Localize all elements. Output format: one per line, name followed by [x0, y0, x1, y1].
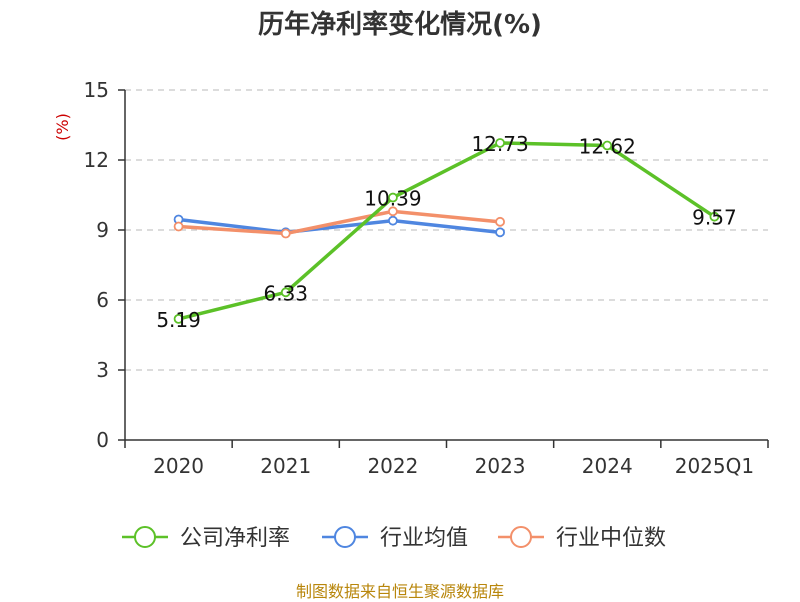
legend-item-2[interactable]: 行业中位数	[498, 526, 666, 551]
grid-lines	[125, 89, 768, 371]
source-note: 制图数据来自恒生聚源数据库	[295, 582, 504, 601]
y-tick-label: 15	[84, 78, 109, 102]
y-tick-label: 9	[96, 218, 109, 242]
x-tick-label: 2024	[582, 454, 633, 478]
y-axis-label: (%)	[53, 113, 72, 141]
x-tick-label: 2022	[367, 454, 418, 478]
series-point-1	[495, 227, 505, 238]
series-line-2	[178, 209, 501, 236]
legend-marker	[134, 526, 156, 548]
series-point-2	[173, 221, 184, 232]
legend-marker	[334, 526, 356, 548]
series-point-0	[495, 138, 505, 148]
legend-label: 行业均值	[380, 526, 468, 551]
y-tick-label: 0	[96, 428, 109, 452]
x-tick-label: 2025Q1	[675, 454, 754, 478]
y-tick-label: 6	[96, 288, 109, 312]
data-label: 12.62	[579, 135, 636, 159]
series-line-1	[178, 217, 501, 235]
x-tick-label: 2021	[260, 454, 311, 478]
series-line-0	[178, 141, 716, 321]
series-point-2	[280, 228, 291, 239]
chart-title: 历年净利率变化情况(%)	[258, 10, 542, 40]
series-point-0	[388, 192, 398, 203]
series-lines	[173, 138, 720, 324]
series-point-0	[602, 140, 613, 151]
x-tick-label: 2023	[475, 454, 526, 478]
y-tick-label: 3	[96, 358, 109, 382]
legend-marker	[510, 526, 532, 548]
series-point-2	[495, 216, 505, 227]
y-tick-label: 12	[84, 148, 109, 172]
data-label: 12.73	[471, 132, 528, 156]
legend-label: 行业中位数	[556, 526, 666, 551]
legend-item-1[interactable]: 行业均值	[322, 526, 468, 551]
data-label: 5.19	[156, 308, 201, 332]
legend-item-0[interactable]: 公司净利率	[122, 526, 290, 551]
data-label: 10.39	[364, 187, 421, 211]
legend: 公司净利率 行业均值 行业中位数	[122, 526, 666, 551]
series-point-0	[173, 313, 184, 324]
series-point-2	[388, 206, 398, 217]
data-label: 6.33	[263, 281, 308, 305]
legend-label: 公司净利率	[180, 526, 290, 551]
series-point-0	[280, 287, 291, 298]
series-point-0	[709, 211, 720, 222]
data-label: 9.57	[692, 206, 737, 230]
data-labels: 5.19 6.33 10.39 12.73 12.62 9.57	[156, 132, 736, 332]
axes: 0 3 6 9 12 15 2020 2021 2022 2023 2024 2025Q1 (%)	[53, 78, 769, 478]
x-tick-label: 2020	[153, 454, 204, 478]
series-point-1	[388, 215, 398, 226]
